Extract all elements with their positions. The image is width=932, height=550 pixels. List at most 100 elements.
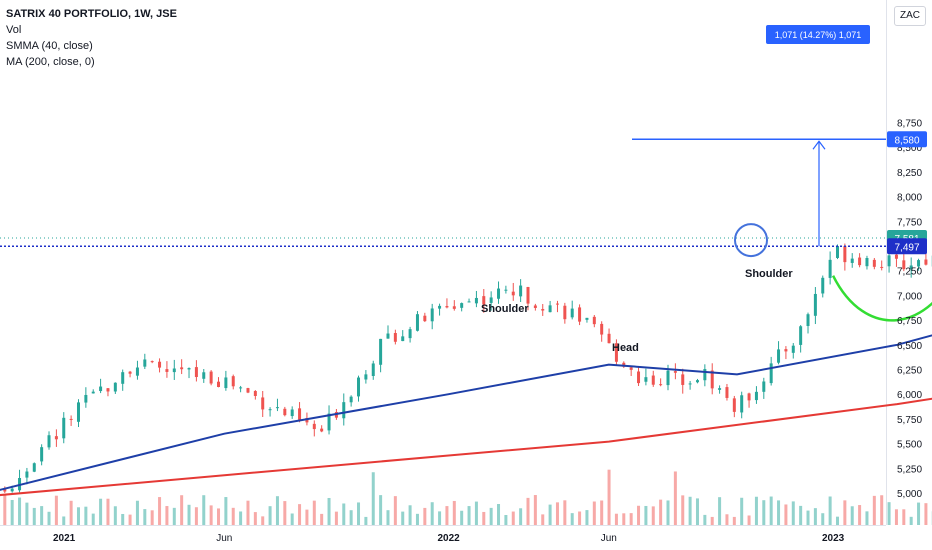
volume-bar — [570, 513, 574, 525]
candle-body — [740, 395, 744, 413]
volume-bar — [386, 510, 390, 525]
candle-body — [84, 394, 88, 403]
price-axis-divider — [886, 0, 887, 525]
volume-bar — [600, 500, 604, 525]
target-price-badge-box — [887, 131, 927, 148]
candle-body — [261, 397, 265, 410]
volume-bar — [703, 514, 707, 525]
measure-label-box — [766, 25, 870, 44]
candle-body — [519, 285, 523, 297]
candle-body — [555, 303, 559, 305]
drawings-layer: 1,071 (14.27%) 1,071 Shoulder Head Shoulder — [0, 25, 932, 354]
volume-bar — [659, 499, 663, 525]
legend-smma[interactable]: SMMA (40, close) — [6, 40, 93, 52]
volume-bar — [497, 504, 501, 525]
candle-body — [769, 363, 773, 384]
candle-body — [710, 370, 714, 389]
volume-bar — [887, 502, 891, 525]
volume-bar — [681, 495, 685, 525]
volume-bar — [438, 511, 442, 525]
candle-body — [69, 418, 73, 420]
candle-body — [681, 374, 685, 385]
candle-body — [150, 361, 154, 363]
volume-bar — [187, 504, 191, 525]
candle-body — [659, 384, 663, 386]
left-shoulder-label: Shoulder — [481, 303, 529, 315]
candle-body — [239, 387, 243, 389]
candle-body — [850, 258, 854, 263]
volume-bar — [128, 514, 132, 525]
volume-bar — [747, 515, 751, 525]
candle-body — [614, 343, 618, 362]
volume-bar — [467, 506, 471, 525]
legend-ma[interactable]: MA (200, close, 0) — [6, 56, 95, 68]
candle-body — [165, 369, 169, 372]
legend-volume[interactable]: Vol — [6, 24, 22, 36]
volume-bar — [401, 511, 405, 525]
volume-bar — [268, 506, 272, 525]
legend-symbol-title[interactable]: SATRIX 40 PORTFOLIO, 1W, JSE — [6, 8, 177, 20]
volume-bar — [224, 497, 228, 525]
volume-bar — [342, 503, 346, 525]
volume-bar — [850, 506, 854, 525]
volume-bar — [10, 499, 14, 525]
volume-bar — [430, 502, 434, 525]
candle-body — [894, 254, 898, 259]
volume-bar — [548, 504, 552, 525]
candle-body — [379, 338, 383, 365]
candle-body — [10, 488, 14, 492]
candle-body — [320, 428, 324, 432]
candle-body — [371, 363, 375, 376]
candle-body — [828, 259, 832, 278]
candle-body — [3, 488, 7, 492]
candle-body — [312, 423, 316, 430]
candle-body — [909, 265, 913, 270]
measure-arrow-head — [812, 140, 826, 150]
volume-bar — [32, 507, 36, 525]
candle-body — [445, 306, 449, 308]
volume-bar — [644, 505, 648, 525]
candle-body — [592, 316, 596, 325]
volume-bar — [106, 498, 110, 525]
volume-bar — [695, 498, 699, 525]
volume-bar — [909, 516, 913, 525]
candle-body — [283, 408, 287, 416]
candle-body — [784, 349, 788, 352]
target-price-badge: 8,580 — [894, 135, 919, 146]
candle-body — [246, 388, 250, 393]
currency-button[interactable]: ZAC — [894, 6, 926, 26]
candle-body — [688, 383, 692, 385]
head-label: Head — [612, 342, 639, 354]
y-tick-label: 5,000 — [897, 489, 922, 500]
candle-body — [651, 375, 655, 385]
candle-body — [843, 246, 847, 263]
volume-bar — [541, 514, 545, 525]
volume-bar — [445, 506, 449, 525]
volume-bar — [349, 510, 353, 525]
volume-bar — [54, 495, 58, 525]
volume-bar — [872, 495, 876, 525]
candle-body — [32, 463, 36, 472]
candle-body — [290, 409, 294, 417]
y-tick-label: 5,750 — [897, 415, 922, 426]
volume-bar — [799, 505, 803, 525]
price-axis: 5,000 5,250 5,500 5,750 6,000 6,250 6,500 6,750… — [887, 119, 927, 500]
volume-bar — [592, 501, 596, 525]
volume-layer — [3, 469, 932, 525]
volume-bar — [858, 505, 862, 525]
candle-body — [718, 388, 722, 390]
volume-bar — [880, 495, 884, 525]
neckline-price-badge-box — [887, 238, 927, 255]
volume-bar — [806, 510, 810, 525]
candle-body — [408, 329, 412, 339]
volume-bar — [718, 497, 722, 525]
y-tick-label: 5,500 — [897, 440, 922, 451]
candle-body — [791, 345, 795, 353]
volume-bar — [371, 472, 375, 525]
volume-bar — [526, 497, 530, 525]
volume-bar — [585, 510, 589, 525]
volume-bar — [150, 510, 154, 525]
volume-bar — [91, 513, 95, 525]
volume-bar — [710, 516, 714, 525]
